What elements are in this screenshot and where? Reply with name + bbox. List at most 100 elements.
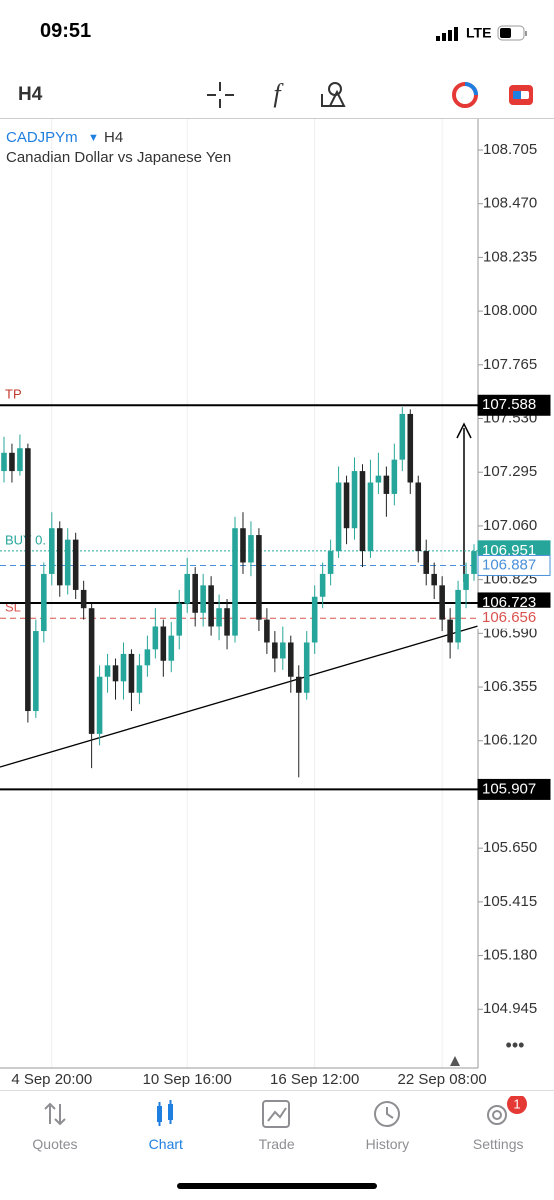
candle-body xyxy=(128,653,135,693)
candle-body xyxy=(359,471,366,552)
candle-body xyxy=(72,539,79,590)
candle-body xyxy=(327,551,334,574)
candle-body xyxy=(272,642,278,659)
candle-body xyxy=(152,626,159,650)
price-tag xyxy=(477,394,551,416)
level-label: SL xyxy=(5,600,21,615)
candle-body xyxy=(303,642,310,693)
candle-body xyxy=(407,413,414,483)
symbol-caret: ▼ xyxy=(88,132,99,144)
y-tick-label: 105.650 xyxy=(483,839,537,856)
candle-body xyxy=(88,608,95,734)
candle-body xyxy=(455,589,461,643)
candle-body xyxy=(144,649,151,666)
candle-body xyxy=(431,573,437,586)
home-indicator xyxy=(177,1183,377,1189)
candle-body xyxy=(112,665,119,682)
x-tick-label: 4 Sep 20:00 xyxy=(11,1071,92,1088)
candle-body xyxy=(399,413,406,460)
scroll-marker xyxy=(450,1056,460,1066)
candle-body xyxy=(1,452,7,472)
network: LTE xyxy=(466,25,491,41)
candle-body xyxy=(48,528,55,574)
y-tick-label: 108.470 xyxy=(483,195,537,212)
nav-item[interactable]: Trade xyxy=(258,1136,295,1152)
nav-item[interactable]: Settings xyxy=(472,1136,524,1152)
y-tick-label: 108.705 xyxy=(483,141,537,158)
y-tick-label: 108.235 xyxy=(483,248,537,265)
chart[interactable]: CADJPYm ▼ H4 Canadian Dollar vs Japanese… xyxy=(0,118,554,1090)
candle-body xyxy=(248,535,254,563)
x-tick-label: 16 Sep 12:00 xyxy=(270,1071,359,1088)
account-icon[interactable] xyxy=(509,85,533,105)
price-tag-label: 106.951 xyxy=(482,542,536,559)
candle-body xyxy=(96,676,103,734)
y-tick-label: 106.355 xyxy=(483,678,537,695)
candle-body xyxy=(216,608,222,627)
trade-icon[interactable] xyxy=(452,82,478,108)
nav-icons: 1 xyxy=(44,1096,527,1128)
badge: 1 xyxy=(513,1096,520,1111)
indicator-icon[interactable]: f xyxy=(273,79,284,108)
nav-item[interactable]: History xyxy=(365,1136,410,1152)
price-tag-label: 106.723 xyxy=(482,594,536,611)
symbol[interactable]: CADJPYm xyxy=(6,129,78,146)
candle-body xyxy=(56,528,63,586)
candle-body xyxy=(423,551,430,574)
candle-body xyxy=(256,535,262,620)
nav-item[interactable]: Quotes xyxy=(32,1136,78,1152)
timeframe[interactable]: H4 xyxy=(18,84,43,105)
candle-body xyxy=(200,585,206,613)
candle-body xyxy=(311,596,318,643)
y-tick-label: 107.060 xyxy=(483,517,537,534)
candle-body xyxy=(136,665,143,693)
more-icon[interactable]: ••• xyxy=(506,1035,525,1055)
arrow xyxy=(456,422,472,582)
candle-body xyxy=(9,452,15,472)
candle-body xyxy=(335,482,342,552)
candle-body xyxy=(471,551,477,574)
candle-body xyxy=(280,642,286,659)
price-tag-label: 106.656 xyxy=(482,609,536,626)
candle-body xyxy=(120,653,127,682)
candle-body xyxy=(391,459,398,494)
candle-body xyxy=(192,573,198,613)
y-tick-label: 105.415 xyxy=(483,893,537,910)
candle-body xyxy=(64,539,71,586)
crosshair-icon[interactable] xyxy=(207,82,234,108)
status-time: 09:51 xyxy=(40,20,92,42)
candle-body xyxy=(287,642,294,677)
y-tick-label: 107.765 xyxy=(483,356,537,373)
trend-line xyxy=(0,625,479,768)
candle-body xyxy=(463,573,469,590)
candle-body xyxy=(351,471,358,529)
candle-body xyxy=(447,619,453,643)
candle-body xyxy=(224,608,230,636)
candle-body xyxy=(439,585,445,620)
candle-body xyxy=(41,573,47,632)
nav-divider xyxy=(0,1090,554,1091)
price-tag-label: 106.887 xyxy=(482,556,536,573)
candle-body xyxy=(80,589,87,609)
nav-item[interactable]: Chart xyxy=(148,1136,183,1152)
x-tick-label: 10 Sep 16:00 xyxy=(143,1071,232,1088)
candle-body xyxy=(33,631,39,712)
candle-body xyxy=(415,482,422,552)
objects-icon[interactable] xyxy=(321,82,346,107)
y-tick-label: 108.000 xyxy=(483,302,537,319)
price-tag xyxy=(477,778,551,800)
candle-body xyxy=(104,665,111,677)
y-tick-label: 105.180 xyxy=(483,947,537,964)
candle-body xyxy=(208,585,214,627)
candle-body xyxy=(160,626,167,661)
candle-body xyxy=(264,619,270,643)
candle-body xyxy=(343,482,350,529)
y-tick-label: 106.120 xyxy=(483,732,537,749)
candle-body xyxy=(232,528,238,636)
candle-body xyxy=(295,676,302,693)
candle-body xyxy=(184,573,191,604)
price-tag xyxy=(477,607,551,629)
y-tick-label: 104.945 xyxy=(483,1000,537,1017)
toolbar-icons: f xyxy=(207,79,533,108)
